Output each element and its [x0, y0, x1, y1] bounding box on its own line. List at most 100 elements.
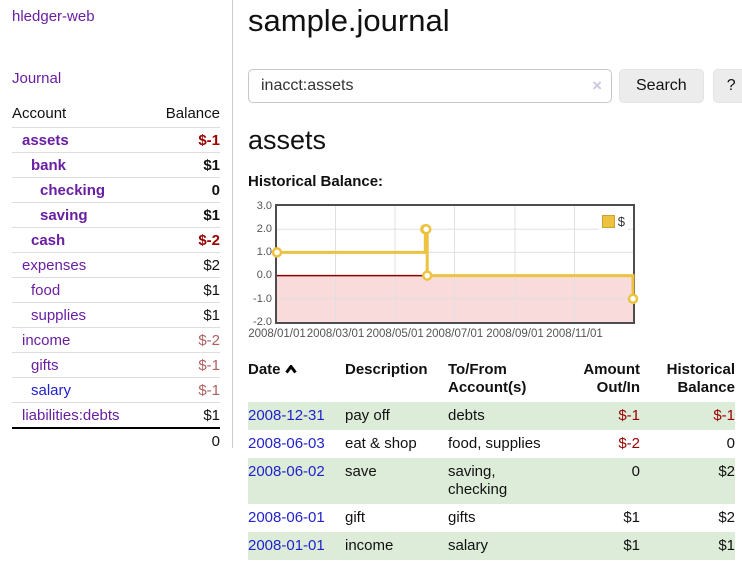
y-tick-label: -1.0 [253, 292, 272, 305]
transaction-description: save [345, 457, 448, 504]
x-tick-label: 2008/09/01 [486, 327, 544, 340]
transaction-row: 2008-01-01 income salary $1 $1 [248, 531, 735, 560]
accounts-header-account: Account [12, 105, 67, 122]
transaction-accounts: food, supplies [448, 434, 541, 452]
transactions-header-date[interactable]: Date [248, 360, 345, 402]
account-row: checking 0 [12, 177, 220, 203]
account-section-title: assets [248, 125, 327, 156]
balance-line-svg [271, 205, 639, 322]
account-link[interactable]: income [22, 332, 71, 349]
account-link[interactable]: gifts [31, 357, 59, 374]
transactions-header-amount: Amount Out/In [583, 360, 640, 396]
accounts-total-balance: 0 [150, 427, 220, 453]
chart-data-point[interactable] [627, 293, 639, 304]
x-tick-label: 2008/05/01 [366, 327, 424, 340]
account-link[interactable]: checking [40, 182, 106, 199]
account-row: cash $-2 [12, 227, 220, 253]
sort-asc-icon [284, 361, 297, 379]
account-balance: $1 [150, 277, 220, 303]
transaction-accounts: salary [448, 531, 556, 560]
transaction-balance: 0 [726, 434, 735, 452]
x-tick-label: 2008/11/01 [546, 327, 603, 340]
transaction-balance: $-1 [640, 401, 735, 430]
account-balance: $1 [150, 302, 220, 328]
y-tick-label: 2.0 [256, 223, 272, 236]
chart-plot-area[interactable]: $ [271, 203, 639, 324]
account-balance: $-2 [150, 327, 220, 353]
y-tick-label: 3.0 [256, 199, 272, 212]
transaction-balance: $2 [718, 508, 735, 526]
account-link[interactable]: salary [31, 382, 72, 399]
transaction-row: 2008-06-02 save saving, checking 0 $2 [248, 457, 735, 504]
account-balance: $1 [150, 402, 220, 428]
transaction-balance: $2 [640, 457, 735, 504]
chart-heading: Historical Balance: [248, 172, 384, 190]
accounts-total-row: 0 [12, 427, 220, 453]
transaction-amount: $1 [556, 531, 640, 560]
historical-balance-chart: $ 3.0 2.0 1.0 0.0 -1.0 -2.0 2008/01/01 2008/03/… [248, 198, 735, 342]
transaction-balance: $1 [640, 531, 735, 560]
search-help-button[interactable]: ? [712, 69, 742, 104]
account-balance: $-1 [150, 352, 220, 378]
sidebar-item-journal[interactable]: Journal [12, 70, 62, 87]
account-row: gifts $-1 [12, 352, 220, 378]
x-tick-label: 2008/01/01 [248, 327, 306, 340]
transaction-row: 2008-06-03 eat & shop food, supplies $-2… [248, 430, 735, 458]
transaction-description: gift [345, 508, 366, 526]
transaction-accounts: saving, checking [448, 457, 556, 504]
x-tick-label: 2008/07/01 [425, 327, 484, 340]
transactions-header-row: Date Description To/From Account(s) Amou… [248, 360, 735, 402]
account-link[interactable]: bank [31, 157, 67, 174]
chart-data-point[interactable] [420, 223, 432, 235]
transaction-accounts: debts [448, 401, 556, 430]
account-row: bank $1 [12, 152, 220, 178]
account-row: supplies $1 [12, 302, 220, 328]
search-button[interactable]: Search [619, 69, 704, 104]
account-row: liabilities:debts $1 [12, 402, 220, 428]
y-tick-label: -2.0 [253, 315, 272, 328]
chart-data-point[interactable] [271, 247, 283, 258]
accounts-header-row: Account Balance [12, 103, 220, 128]
account-row: income $-2 [12, 327, 220, 353]
transactions-header-tofrom: To/From Account(s) [448, 360, 527, 396]
transaction-amount: $-2 [618, 434, 640, 452]
account-link[interactable]: liabilities:debts [22, 407, 120, 424]
chart-data-point[interactable] [421, 270, 433, 281]
account-balance: $1 [150, 152, 220, 178]
account-link[interactable]: supplies [31, 307, 87, 324]
accounts-table: Account Balance assets $-1 bank $1 check… [12, 103, 220, 453]
transaction-date-link[interactable]: 2008-06-02 [248, 462, 325, 480]
search-input[interactable] [248, 69, 612, 104]
transaction-amount: $-1 [556, 401, 640, 430]
clear-search-icon[interactable]: × [592, 76, 602, 96]
legend-swatch-icon [601, 214, 615, 228]
x-tick-label: 2008/03/01 [306, 327, 365, 340]
account-link[interactable]: food [31, 282, 61, 299]
account-balance: $-1 [150, 377, 220, 403]
transactions-table: Date Description To/From Account(s) Amou… [248, 360, 735, 560]
chart-legend: $ [598, 211, 628, 231]
legend-label: $ [617, 213, 625, 229]
account-link[interactable]: expenses [22, 257, 87, 274]
page-title: sample.journal [248, 3, 450, 38]
main-content: sample.journal × Search ? assets Histori… [248, 0, 742, 560]
y-tick-label: 1.0 [256, 246, 272, 259]
transaction-date-link[interactable]: 2008-01-01 [248, 536, 325, 554]
account-row: assets $-1 [12, 127, 220, 153]
account-link[interactable]: assets [22, 132, 69, 149]
transaction-date-link[interactable]: 2008-12-31 [248, 406, 325, 424]
account-balance: $2 [150, 252, 220, 278]
account-row: saving $1 [12, 202, 220, 228]
y-tick-label: 0.0 [256, 269, 272, 282]
transaction-amount: 0 [556, 457, 640, 504]
sidebar: hledger-web Journal Account Balance asse… [0, 0, 233, 453]
transaction-date-link[interactable]: 2008-06-01 [248, 508, 325, 526]
app-brand-link[interactable]: hledger-web [12, 8, 95, 25]
account-link[interactable]: cash [31, 232, 66, 249]
account-row: salary $-1 [12, 377, 220, 403]
transaction-row: 2008-06-01 gift gifts $1 $2 [248, 504, 735, 532]
transaction-date-link[interactable]: 2008-06-03 [248, 434, 325, 452]
account-link[interactable]: saving [40, 207, 88, 224]
account-row: food $1 [12, 277, 220, 303]
account-balance: $-1 [150, 127, 220, 153]
